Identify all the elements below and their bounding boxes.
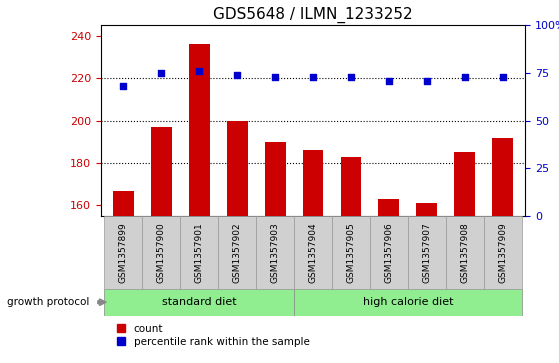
Text: GSM1357909: GSM1357909 <box>498 222 507 283</box>
Text: GSM1357905: GSM1357905 <box>347 222 356 283</box>
Bar <box>189 44 210 216</box>
Bar <box>446 216 484 289</box>
Text: GSM1357901: GSM1357901 <box>195 222 203 283</box>
Bar <box>492 138 513 216</box>
Text: standard diet: standard diet <box>162 297 236 307</box>
Text: high calorie diet: high calorie diet <box>363 297 453 307</box>
Bar <box>113 191 134 216</box>
Point <box>423 78 432 83</box>
Point <box>498 74 507 80</box>
Bar <box>484 216 522 289</box>
Point <box>157 70 166 76</box>
Point <box>233 72 241 78</box>
Bar <box>105 289 294 316</box>
Bar <box>294 216 332 289</box>
Text: GSM1357907: GSM1357907 <box>423 222 432 283</box>
Point <box>309 74 318 80</box>
Text: growth protocol: growth protocol <box>7 297 89 307</box>
Point <box>460 74 469 80</box>
Bar <box>180 216 218 289</box>
Bar <box>227 121 248 216</box>
Point <box>119 83 128 89</box>
Bar <box>105 216 143 289</box>
Legend: count, percentile rank within the sample: count, percentile rank within the sample <box>117 324 310 347</box>
Text: GSM1357903: GSM1357903 <box>271 222 280 283</box>
Title: GDS5648 / ILMN_1233252: GDS5648 / ILMN_1233252 <box>213 7 413 23</box>
Text: GSM1357899: GSM1357899 <box>119 222 128 283</box>
Bar <box>294 289 522 316</box>
Bar <box>370 216 408 289</box>
Bar <box>143 216 180 289</box>
Bar <box>218 216 256 289</box>
Bar <box>256 216 294 289</box>
Point <box>347 74 356 80</box>
Text: GSM1357906: GSM1357906 <box>385 222 394 283</box>
Bar <box>340 157 362 216</box>
Bar <box>416 203 437 216</box>
Bar <box>264 142 286 216</box>
Text: GSM1357902: GSM1357902 <box>233 222 241 283</box>
Text: GSM1357904: GSM1357904 <box>309 222 318 283</box>
Text: GSM1357900: GSM1357900 <box>157 222 166 283</box>
Bar <box>151 127 172 216</box>
Point <box>271 74 280 80</box>
Point <box>385 78 394 83</box>
Bar <box>408 216 446 289</box>
Bar <box>454 152 475 216</box>
Bar <box>332 216 370 289</box>
Bar <box>378 199 399 216</box>
Bar <box>302 150 324 216</box>
Point <box>195 68 203 74</box>
Text: GSM1357908: GSM1357908 <box>460 222 469 283</box>
